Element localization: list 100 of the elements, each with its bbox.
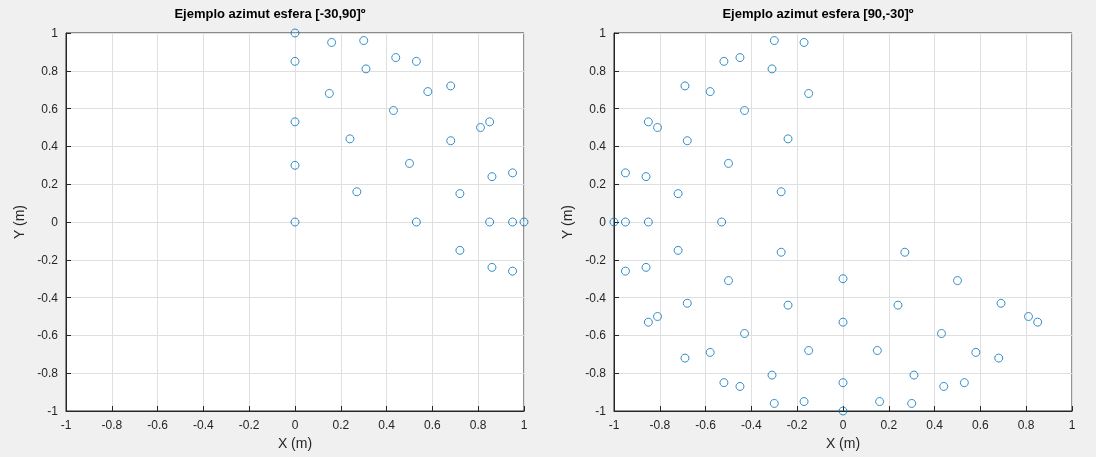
point [290,160,300,170]
point [838,317,848,327]
point [290,117,300,127]
y-tick-label: 0.6 [589,101,607,116]
x-tick-label: -0.2 [786,418,808,432]
point [446,81,456,91]
point [476,123,485,132]
point [724,276,733,286]
point [724,158,733,168]
point [620,217,630,227]
point [776,247,786,257]
point [423,87,433,97]
y-tick-label: 0.8 [41,63,59,78]
chart-title: Ejemplo azimut esfera [-30,90]º [174,6,366,21]
x-tick-label: -1 [608,418,620,432]
x-tick-label: -0.4 [741,418,763,432]
point [487,262,497,272]
y-tick-label: -0.2 [585,252,607,267]
point [361,64,371,74]
point [705,347,715,357]
point [405,158,414,168]
point [455,189,465,199]
y-tick-label: 0.4 [41,139,59,154]
x-tick-label: 0.6 [972,418,990,432]
point [767,64,777,74]
point [680,81,690,91]
point [391,53,401,63]
x-tick-label: 0.4 [926,418,944,432]
y-tick-label: -0.8 [585,366,607,381]
point [508,266,518,276]
point [643,317,653,327]
point [900,247,910,257]
x-tick-label: 0.2 [880,418,898,432]
y-tick-label: 0.2 [41,177,59,192]
y-tick-label: 0.2 [589,177,607,192]
point [804,346,814,356]
x-tick-label: -0.6 [695,418,717,432]
point [620,168,630,178]
y-tick-label: 0.4 [589,139,607,154]
point [717,217,727,227]
point [673,245,683,255]
point [705,87,715,97]
point [735,381,745,391]
x-tick-label: 0.8 [469,418,487,432]
x-tick-label: 1 [1068,418,1076,432]
y-tick-label: 1 [599,26,607,40]
point [324,88,334,98]
chart-title: Ejemplo azimut esfera [90,-30]º [722,6,914,21]
point [519,217,529,227]
point [641,262,651,272]
y-tick-label: -1 [47,404,59,418]
y-axis-title: Y (m) [11,205,28,239]
point [487,172,497,182]
x-tick-label: 0.6 [424,418,442,432]
y-tick-label: -0.2 [37,252,59,267]
point [345,134,355,144]
x-tick-label: 0.2 [332,418,350,432]
point [609,217,619,227]
point [327,37,337,47]
point [939,381,949,391]
x-tick-label: 0 [291,418,299,432]
x-tick-label: 0.8 [1017,418,1035,432]
y-tick-label: 1 [51,26,59,40]
point [799,397,809,407]
x-axis-title: X (m) [825,434,861,451]
point [682,136,692,146]
point [290,56,300,66]
point [673,189,683,199]
point [875,397,885,407]
x-tick-label: 0.4 [378,418,396,432]
point [508,217,518,227]
x-tick-label: -0.8 [649,418,671,432]
x-tick-label: -1 [60,418,72,432]
point [1024,312,1033,321]
point [907,398,917,408]
x-tick-label: -0.8 [101,418,123,432]
point [388,105,398,115]
y-tick-label: 0.6 [41,101,59,116]
point [411,217,421,227]
point [446,136,456,146]
x-tick-label: -0.4 [193,418,215,432]
point [719,378,729,388]
y-tick-label: 0.8 [589,63,607,78]
point [653,312,663,321]
point [767,370,777,380]
point [838,406,848,416]
point [620,266,630,276]
point [719,56,729,66]
point [643,217,653,227]
point [804,88,814,98]
point [352,187,362,197]
point [783,134,793,144]
point [893,300,903,310]
point [740,329,750,339]
point [838,274,848,284]
point [799,37,809,47]
x-tick-label: -0.2 [238,418,260,432]
point [783,300,793,310]
point [953,276,962,286]
point [776,187,786,197]
